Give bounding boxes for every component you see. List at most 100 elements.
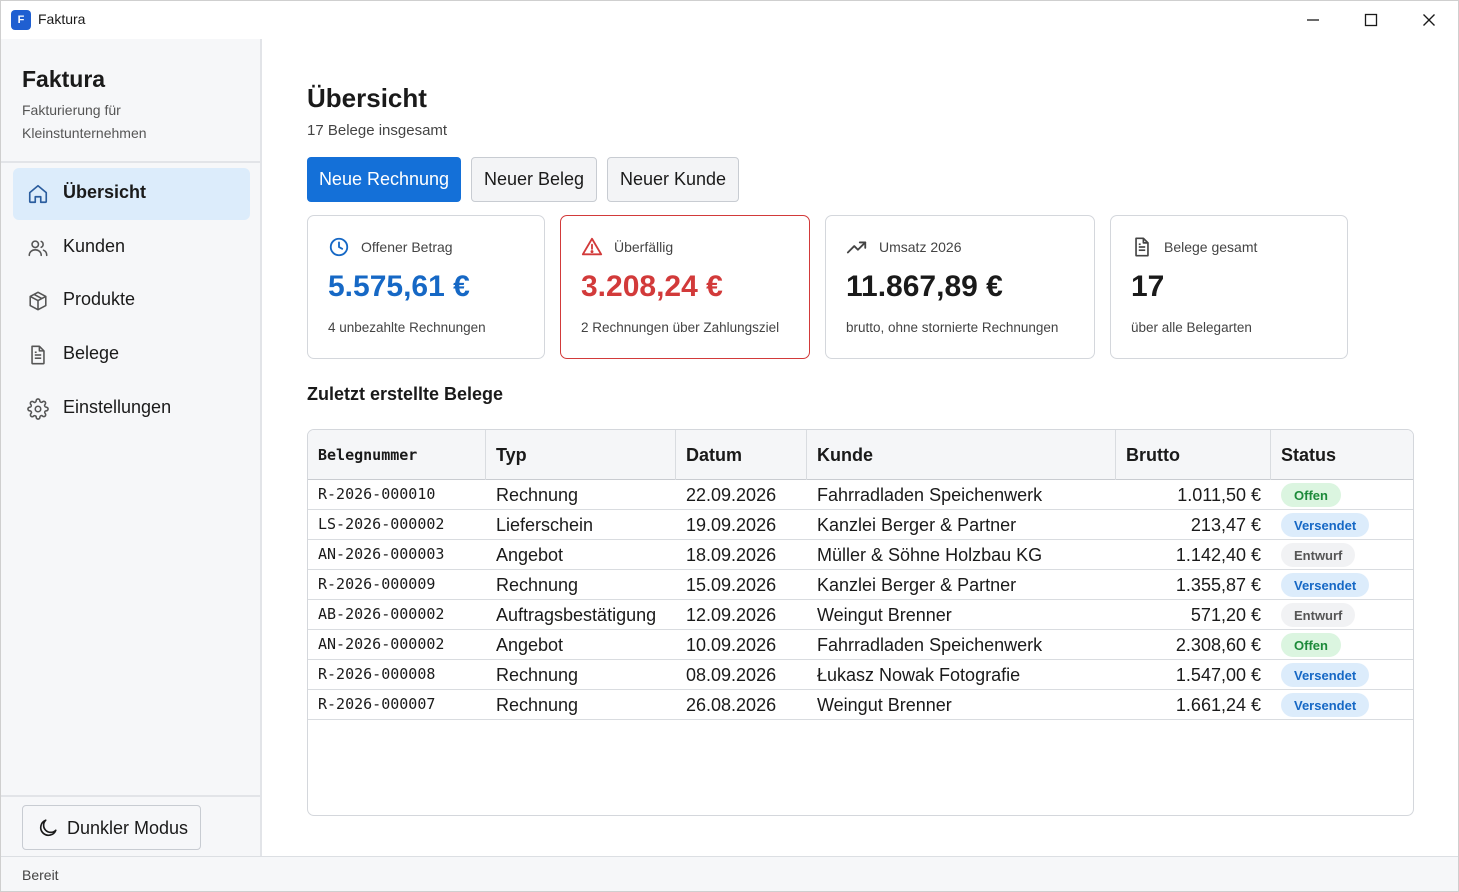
gear-icon: [27, 398, 49, 420]
recent-receipts-table[interactable]: Belegnummer Typ Datum Kunde Brutto Statu…: [307, 429, 1414, 816]
sidebar-item-label: Übersicht: [63, 182, 147, 202]
page-title: Übersicht: [307, 83, 427, 113]
cell-number: R-2026-000007: [318, 695, 436, 713]
sidebar-item-customers[interactable]: Kunden: [13, 222, 250, 274]
table-row[interactable]: R-2026-000007 Rechnung 26.08.2026 Weingut B…: [308, 690, 1413, 720]
sidebar-item-label: Einstellungen: [63, 397, 172, 417]
cell-number: R-2026-000008: [318, 665, 436, 683]
table-header: Belegnummer Typ Datum Kunde Brutto Statu…: [308, 430, 1413, 480]
column-header-status[interactable]: Status: [1281, 445, 1337, 465]
status-badge: Offen: [1281, 633, 1341, 657]
warning-icon: [581, 237, 603, 256]
cell-date: 15.09.2026: [686, 575, 777, 595]
recent-receipts-title: Zuletzt erstellte Belege: [307, 384, 504, 404]
trending-up-icon: [846, 241, 867, 254]
column-header-customer[interactable]: Kunde: [807, 430, 1116, 480]
cell-gross: 2.308,60 €: [1175, 635, 1261, 655]
status-badge: Offen: [1281, 483, 1341, 507]
new-customer-button[interactable]: Neuer Kunde: [607, 157, 739, 202]
new-receipt-button[interactable]: Neuer Beleg: [471, 157, 597, 202]
cell-type: Lieferschein: [496, 515, 594, 535]
sidebar-item-products[interactable]: Produkte: [13, 275, 250, 327]
cell-customer: Kanzlei Berger & Partner: [817, 575, 1017, 595]
cell-customer: Müller & Söhne Holzbau KG: [817, 545, 1043, 565]
cell-date: 12.09.2026: [686, 605, 777, 625]
box-icon: [29, 291, 47, 311]
table-row[interactable]: LS-2026-000002 Lieferschein 19.09.2026 Kanz…: [308, 510, 1413, 540]
cell-number: LS-2026-000002: [318, 515, 445, 533]
minimize-icon: [1307, 19, 1319, 21]
card-note: über alle Belegarten: [1131, 320, 1252, 335]
status-text: Bereit: [22, 867, 59, 883]
status-badge: Versendet: [1281, 573, 1370, 597]
cell-date: 26.08.2026: [686, 695, 777, 715]
cell-type: Rechnung: [496, 695, 579, 715]
card-label: Überfällig: [614, 239, 674, 255]
title-bar: F Faktura: [1, 1, 1458, 39]
cell-gross: 1.547,00 €: [1175, 665, 1261, 685]
sidebar-bottom-divider: [1, 795, 260, 797]
minimize-button[interactable]: [1284, 1, 1342, 39]
cell-gross: 1.011,50 €: [1177, 485, 1261, 505]
cell-number: AN-2026-000003: [318, 545, 445, 563]
status-badge: Versendet: [1281, 513, 1370, 537]
cell-date: 10.09.2026: [686, 635, 777, 655]
open-amount-card: Offener Betrag 5.575,61 € 4 unbezahlte R…: [307, 215, 545, 359]
sidebar-divider: [1, 161, 260, 163]
card-label: Umsatz 2026: [879, 239, 962, 255]
cell-type: Angebot: [496, 545, 564, 565]
cell-number: AN-2026-000002: [318, 635, 445, 653]
cell-customer: Weingut Brenner: [817, 695, 952, 715]
revenue-card: Umsatz 2026 11.867,89 € brutto, ohne sto…: [825, 215, 1095, 359]
clock-icon: [329, 237, 349, 257]
dark-mode-label: Dunkler Modus: [67, 818, 189, 838]
sidebar-item-overview[interactable]: Übersicht: [13, 168, 250, 220]
dark-mode-button[interactable]: Dunkler Modus: [22, 805, 201, 850]
cell-gross: 213,47 €: [1190, 515, 1261, 535]
card-value: 11.867,89 €: [846, 270, 1003, 303]
sidebar-item-label: Kunden: [63, 236, 126, 256]
receipts-total-card: Belege gesamt 17 über alle Belegarten: [1110, 215, 1348, 359]
cell-type: Rechnung: [496, 485, 579, 505]
status-bar: Bereit: [1, 856, 1458, 891]
cell-customer: Fahrradladen Speichenwerk: [817, 485, 1043, 505]
cell-customer: Fahrradladen Speichenwerk: [817, 635, 1043, 655]
column-header-gross[interactable]: Brutto: [1116, 430, 1271, 480]
new-invoice-button[interactable]: Neue Rechnung: [307, 157, 461, 202]
table-row[interactable]: R-2026-000009 Rechnung 15.09.2026 Kanzlei B…: [308, 570, 1413, 600]
table-row[interactable]: R-2026-000010 Rechnung 22.09.2026 Fahrradla…: [308, 480, 1413, 510]
table-row[interactable]: AB-2026-000002 Auftragsbestätigung 12.09.2…: [308, 600, 1413, 630]
table-row[interactable]: AN-2026-000003 Angebot 18.09.2026 Müller & …: [308, 540, 1413, 570]
brand-title: Faktura: [22, 66, 106, 92]
cell-customer: Kanzlei Berger & Partner: [817, 515, 1017, 535]
table-row[interactable]: R-2026-000008 Rechnung 08.09.2026 Łukasz No…: [308, 660, 1413, 690]
status-badge: Versendet: [1281, 693, 1370, 717]
card-label: Offener Betrag: [361, 239, 453, 255]
column-header-number[interactable]: Belegnummer: [308, 430, 486, 480]
cell-gross: 1.142,40 €: [1175, 545, 1261, 565]
cell-type: Angebot: [496, 635, 564, 655]
cell-date: 18.09.2026: [686, 545, 777, 565]
sidebar-item-settings[interactable]: Einstellungen: [13, 383, 250, 435]
card-note: 4 unbezahlte Rechnungen: [328, 320, 486, 335]
close-icon: [1423, 14, 1435, 26]
sidebar-item-receipts[interactable]: Belege: [13, 329, 250, 381]
cell-customer: Łukasz Nowak Fotografie: [817, 665, 1021, 685]
maximize-button[interactable]: [1342, 1, 1400, 39]
sidebar-item-label: Belege: [63, 343, 120, 363]
close-button[interactable]: [1400, 1, 1458, 39]
sidebar-item-label: Produkte: [63, 289, 136, 309]
cell-date: 19.09.2026: [686, 515, 777, 535]
column-header-date[interactable]: Datum: [676, 430, 807, 480]
cell-gross: 1.355,87 €: [1175, 575, 1261, 595]
home-icon: [28, 184, 48, 204]
cell-number: AB-2026-000002: [318, 605, 445, 623]
card-label: Belege gesamt: [1164, 239, 1258, 255]
column-header-type[interactable]: Typ: [486, 430, 676, 480]
cell-type: Rechnung: [496, 665, 579, 685]
table-row[interactable]: AN-2026-000002 Angebot 10.09.2026 Fahrradla…: [308, 630, 1413, 660]
document-icon: [1135, 237, 1149, 257]
sidebar: Faktura Fakturierung für Kleinstunterneh…: [1, 39, 262, 856]
main-content: Übersicht 17 Belege insgesamt Neue Rechn…: [262, 39, 1458, 856]
